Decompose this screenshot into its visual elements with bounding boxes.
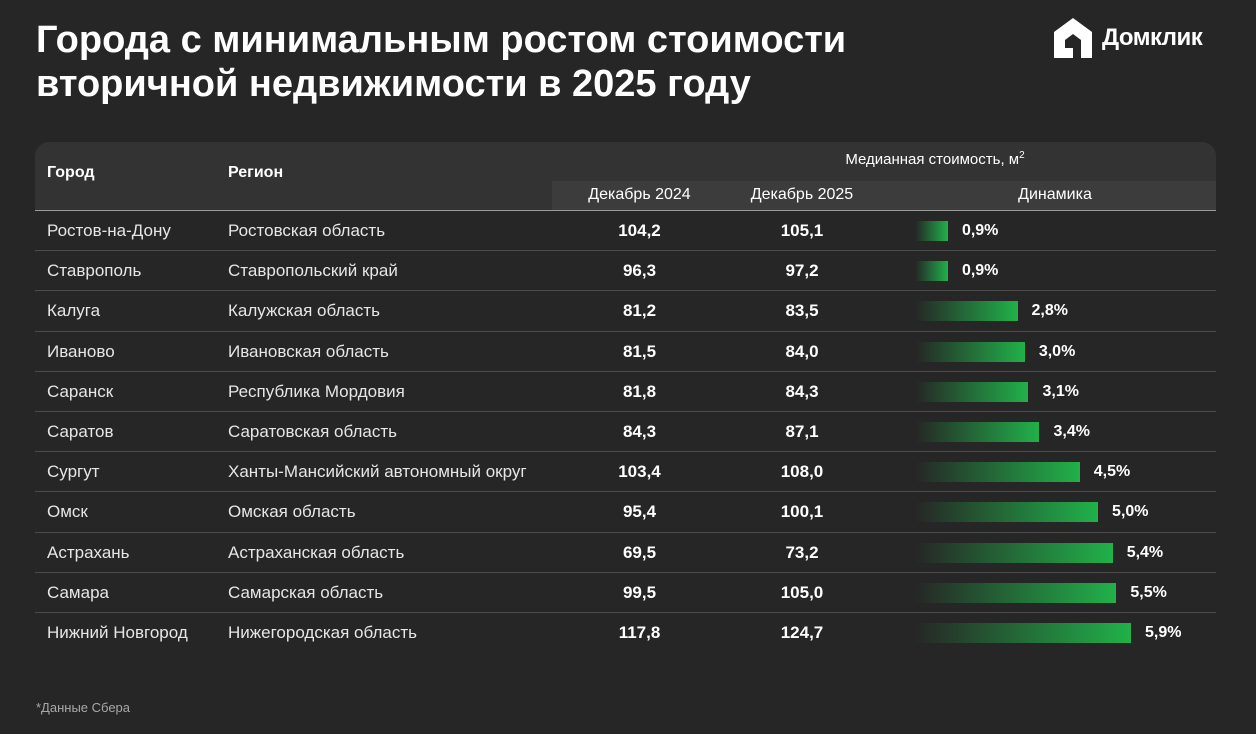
- header-median-price-label: Медианная стоимость, м: [845, 151, 1020, 168]
- brand-logo: Домклик: [1052, 14, 1203, 62]
- growth-label: 5,9%: [1145, 623, 1182, 641]
- growth-bar: [915, 462, 1080, 483]
- title-line-2: вторичной недвижимости в 2025 году: [36, 63, 751, 105]
- city-cell: Саранск: [47, 381, 114, 401]
- value-dec-2024: 117,8: [618, 622, 661, 642]
- growth-bar: [915, 542, 1113, 563]
- value-dec-2025: 84,3: [785, 381, 819, 401]
- subheader-band: [552, 181, 1216, 210]
- value-dec-2024: 96,3: [622, 261, 657, 281]
- table-row: Нижний Новгород Нижегородская область 117,…: [35, 613, 1216, 652]
- value-dec-2025: 105,1: [780, 221, 824, 240]
- table-row: Ставрополь Ставропольский край 96,3 97,2 0,9…: [35, 251, 1216, 292]
- growth-label: 3,4%: [1053, 422, 1090, 440]
- region-cell: Самарская область: [228, 582, 384, 602]
- growth-label: 3,0%: [1038, 342, 1076, 360]
- city-cell: Омск: [47, 502, 88, 522]
- city-cell: Самара: [47, 582, 109, 602]
- footnote: *Данные Сбера: [36, 700, 131, 715]
- value-dec-2025: 97,2: [785, 261, 819, 281]
- growth-bar: [915, 261, 948, 282]
- value-dec-2024: 81,2: [622, 301, 657, 321]
- value-dec-2024: 69,5: [622, 542, 657, 562]
- table-row: Иваново Ивановская область 81,5 84,0 3,0%: [35, 332, 1216, 372]
- growth-bar: [915, 381, 1029, 402]
- region-cell: Ивановская область: [228, 341, 389, 361]
- growth-label: 0,9%: [961, 262, 999, 280]
- city-cell: Сургут: [47, 462, 100, 482]
- table-row: Ростов-на-Дону Ростовская область 104,2 105…: [35, 211, 1216, 252]
- value-dec-2024: 81,8: [622, 381, 657, 401]
- region-cell: Ставропольский край: [228, 261, 398, 281]
- value-dec-2024: 95,4: [622, 502, 657, 522]
- table-row: Астрахань Астраханская область 69,5 73,2 5,4…: [35, 533, 1216, 573]
- value-dec-2024: 99,5: [622, 582, 657, 602]
- title-line-1: Города с минимальным ростом стоимости: [36, 19, 847, 61]
- growth-label: 5,5%: [1130, 583, 1167, 601]
- value-dec-2025: 87,1: [785, 421, 819, 441]
- table-row: Саранск Республика Мордовия 81,8 84,3 3,1%: [35, 372, 1216, 412]
- growth-bar: [915, 421, 1040, 442]
- header-region: Регион: [228, 164, 284, 181]
- logo-text: Домклик: [1102, 24, 1203, 51]
- header-dec-2024: Декабрь 2024: [588, 186, 691, 203]
- value-dec-2025: 124,7: [780, 622, 824, 642]
- house-logo-icon: [1054, 18, 1092, 58]
- growth-bar: [915, 221, 948, 241]
- value-dec-2024: 84,3: [622, 421, 657, 441]
- table-row: Калуга Калужская область 81,2 83,5 2,8%: [35, 291, 1216, 332]
- city-cell: Ставрополь: [47, 261, 142, 281]
- value-dec-2024: 81,5: [622, 341, 657, 361]
- value-dec-2025: 83,5: [785, 301, 819, 321]
- growth-label: 3,1%: [1042, 382, 1079, 400]
- region-cell: Ханты-Мансийский автономный округ: [228, 462, 527, 482]
- table-row: Омск Омская область 95,4 100,1 5,0%: [35, 492, 1216, 533]
- city-cell: Ростов-на-Дону: [47, 221, 171, 240]
- city-cell: Калуга: [47, 301, 101, 321]
- growth-bar: [915, 502, 1099, 523]
- value-dec-2024: 104,2: [618, 221, 661, 240]
- city-cell: Нижний Новгород: [47, 622, 188, 642]
- header-median-price-sup: 2: [1019, 150, 1025, 161]
- data-table: Город Регион Медианная стоимость, м2 Дек…: [35, 142, 1216, 652]
- growth-bar: [915, 622, 1131, 643]
- growth-label: 2,8%: [1031, 302, 1068, 320]
- region-cell: Калужская область: [228, 301, 380, 321]
- region-cell: Саратовская область: [228, 421, 397, 441]
- region-cell: Омская область: [228, 502, 356, 522]
- city-cell: Саратов: [47, 421, 114, 441]
- header-dynamics: Динамика: [1018, 186, 1092, 203]
- growth-label: 5,0%: [1112, 503, 1149, 521]
- header-dec-2025: Декабрь 2025: [750, 186, 854, 203]
- growth-bar: [915, 341, 1025, 362]
- header-median-price: Медианная стоимость, м2: [755, 150, 1115, 168]
- table-header: Город Регион Медианная стоимость, м2 Дек…: [35, 142, 1216, 211]
- region-cell: Ростовская область: [228, 221, 386, 240]
- growth-label: 5,4%: [1126, 543, 1164, 561]
- table-row: Саратов Саратовская область 84,3 87,1 3,4%: [35, 412, 1216, 453]
- value-dec-2025: 108,0: [780, 462, 824, 482]
- value-dec-2025: 105,0: [780, 582, 824, 602]
- region-cell: Республика Мордовия: [228, 381, 405, 401]
- growth-bar: [915, 582, 1117, 603]
- region-cell: Астраханская область: [228, 542, 405, 562]
- value-dec-2025: 100,1: [780, 502, 824, 522]
- value-dec-2024: 103,4: [618, 462, 661, 482]
- table-body: Ростов-на-Дону Ростовская область 104,2 105…: [35, 211, 1216, 652]
- value-dec-2025: 73,2: [785, 542, 819, 562]
- growth-label: 4,5%: [1093, 463, 1131, 481]
- table-row: Сургут Ханты-Мансийский автономный округ 1…: [35, 452, 1216, 493]
- region-cell: Нижегородская область: [228, 622, 417, 642]
- table-row: Самара Самарская область 99,5 105,0 5,5%: [35, 573, 1216, 613]
- growth-label: 0,9%: [961, 222, 999, 239]
- header-city: Город: [47, 164, 95, 181]
- page-title: Города с минимальным ростом стоимости вт…: [36, 18, 996, 106]
- value-dec-2025: 84,0: [785, 341, 819, 361]
- growth-bar: [915, 301, 1018, 322]
- city-cell: Астрахань: [47, 542, 130, 562]
- city-cell: Иваново: [47, 341, 115, 361]
